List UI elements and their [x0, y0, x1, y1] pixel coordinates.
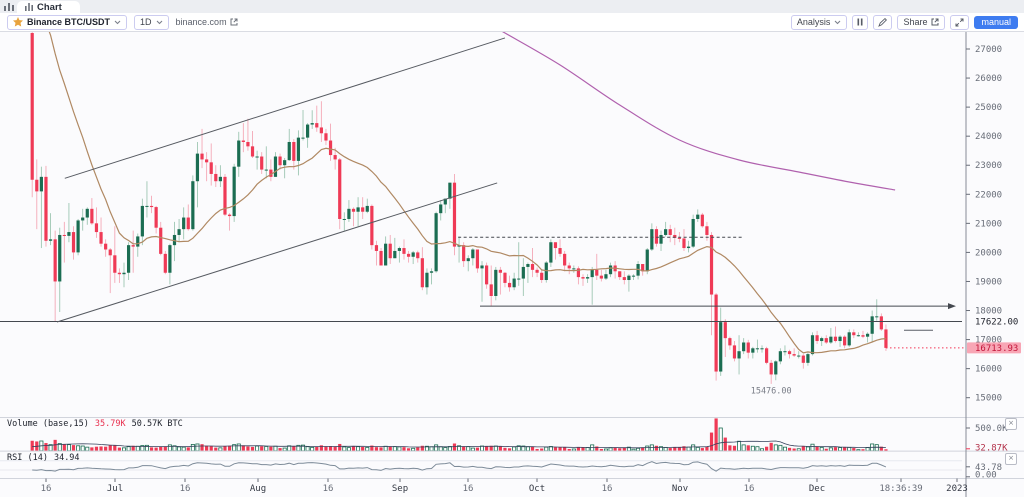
share-external-icon [931, 18, 939, 26]
chevron-down-icon [834, 20, 841, 25]
svg-text:25000: 25000 [975, 103, 1002, 113]
volume-legend-title: Volume (base,15) [7, 419, 89, 429]
svg-text:Nov: Nov [672, 484, 688, 494]
svg-text:43.78: 43.78 [975, 463, 1002, 473]
manual-mode-badge[interactable]: manual [974, 15, 1018, 29]
svg-text:18000: 18000 [975, 307, 1002, 317]
svg-text:26000: 26000 [975, 74, 1002, 84]
rsi-gridlines [0, 460, 962, 471]
analysis-label: Analysis [796, 17, 831, 27]
svg-text:32.87K: 32.87K [975, 444, 1008, 454]
exchange-link-label: binance.com [175, 17, 227, 27]
chart-tab-icon [25, 3, 33, 11]
svg-text:Aug: Aug [250, 484, 266, 494]
tab-strip: Chart [0, 0, 1024, 13]
svg-text:16: 16 [602, 484, 613, 494]
svg-text:15476.00: 15476.00 [751, 386, 792, 396]
svg-text:24000: 24000 [975, 132, 1002, 142]
favorite-star-icon[interactable] [13, 17, 23, 27]
rsi-legend: RSI (14) 34.94 [7, 453, 80, 463]
pause-icon [857, 18, 863, 26]
svg-text:500.0K: 500.0K [975, 424, 1008, 434]
volume-ma-value: 50.57K BTC [131, 419, 183, 429]
external-link-icon [230, 18, 238, 26]
pause-button[interactable] [852, 14, 869, 30]
svg-text:16713.93: 16713.93 [975, 344, 1018, 354]
svg-text:0.00: 0.00 [975, 471, 997, 481]
chevron-down-icon [114, 20, 121, 25]
share-label: Share [903, 17, 928, 27]
expand-icon [955, 18, 964, 27]
svg-text:16: 16 [463, 484, 474, 494]
svg-text:16: 16 [323, 484, 334, 494]
svg-text:22000: 22000 [975, 190, 1002, 200]
share-button[interactable]: Share [897, 14, 946, 30]
svg-text:Jul: Jul [107, 484, 123, 494]
tab-chart[interactable]: Chart [17, 1, 80, 13]
svg-text:21000: 21000 [975, 219, 1002, 229]
app-icon [4, 2, 14, 11]
svg-text:16: 16 [180, 484, 191, 494]
svg-text:19000: 19000 [975, 277, 1002, 287]
svg-text:15000: 15000 [975, 394, 1002, 404]
symbol-label: Binance BTC/USDT [27, 17, 111, 27]
toolbar-right: Analysis Share [790, 14, 1018, 30]
svg-text:17000: 17000 [975, 336, 1002, 346]
svg-text:23000: 23000 [975, 161, 1002, 171]
svg-text:20000: 20000 [975, 248, 1002, 258]
svg-text:2023: 2023 [946, 484, 968, 494]
volume-pane-close-button[interactable]: × [1005, 418, 1017, 430]
svg-text:16: 16 [744, 484, 755, 494]
analysis-button[interactable]: Analysis [790, 14, 848, 30]
chevron-down-icon [156, 20, 163, 25]
interval-button[interactable]: 1D [134, 14, 169, 30]
rsi-pane-close-button[interactable]: × [1005, 453, 1017, 465]
svg-text:Sep: Sep [392, 484, 408, 494]
toolbar-left: Binance BTC/USDT 1D binance.com [7, 14, 238, 30]
toolbar: Binance BTC/USDT 1D binance.com Analy [0, 13, 1024, 32]
exchange-link[interactable]: binance.com [176, 17, 238, 27]
candles-layer [30, 31, 888, 384]
tab-label: Chart [37, 1, 62, 13]
drawings-layer [0, 37, 962, 331]
svg-text:Dec: Dec [809, 484, 825, 494]
draw-button[interactable] [873, 14, 893, 30]
rsi-value: 34.94 [53, 453, 80, 463]
fullscreen-button[interactable] [950, 14, 970, 30]
svg-text:17622.00: 17622.00 [975, 318, 1018, 328]
svg-text:16000: 16000 [975, 365, 1002, 375]
svg-text:Oct: Oct [529, 484, 545, 494]
svg-text:16: 16 [41, 484, 52, 494]
interval-label: 1D [140, 17, 152, 27]
volume-legend: Volume (base,15) 35.79K 50.57K BTC [7, 419, 183, 429]
svg-text:27000: 27000 [975, 45, 1002, 55]
manual-badge-label: manual [981, 17, 1011, 27]
svg-text:18:36:39: 18:36:39 [879, 484, 922, 494]
volume-value: 35.79K [94, 419, 126, 429]
pencil-icon [878, 17, 888, 27]
symbol-button[interactable]: Binance BTC/USDT [7, 14, 128, 30]
rsi-legend-title: RSI (14) [7, 453, 48, 463]
